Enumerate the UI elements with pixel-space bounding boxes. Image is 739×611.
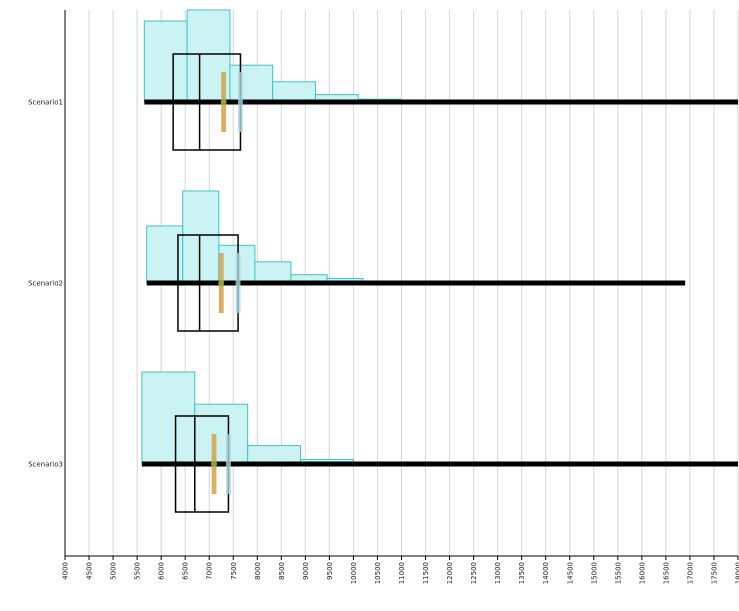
x-tick-label: 6500 (182, 562, 190, 580)
x-tick-label: 10000 (350, 562, 358, 584)
x-tick-label: 14500 (566, 562, 574, 584)
histogram-bar (142, 372, 195, 464)
histogram-bar (195, 404, 248, 464)
x-tick-label: 5500 (134, 562, 142, 580)
x-tick-label: 17000 (686, 562, 694, 584)
histogram-bar (144, 21, 187, 102)
histogram-bar (255, 262, 291, 283)
x-tick-label: 7000 (206, 562, 214, 580)
x-tick-label: 7500 (230, 562, 238, 580)
x-tick-label: 11000 (398, 562, 406, 584)
ci-bar (226, 434, 231, 494)
x-tick-label: 6000 (158, 562, 166, 580)
x-tick-label: 4000 (62, 562, 70, 580)
mean-point (221, 99, 227, 105)
histogram-bar (183, 191, 219, 283)
x-tick-label: 5000 (110, 562, 118, 580)
x-tick-label: 12000 (446, 562, 454, 584)
histogram-bar (248, 446, 301, 464)
ci-bar (236, 253, 241, 313)
y-tick-label: Scenario1 (28, 99, 63, 107)
x-tick-label: 16000 (638, 562, 646, 584)
x-tick-label: 18000 (735, 562, 739, 584)
x-tick-label: 8500 (278, 562, 286, 580)
x-tick-label: 17500 (710, 562, 718, 584)
series-scenario2 (147, 191, 685, 331)
series-group (142, 10, 738, 512)
x-tick-label: 4500 (86, 562, 94, 580)
mean-point (218, 280, 224, 286)
whisker-line (147, 281, 685, 286)
histogram-bar (273, 82, 316, 102)
x-tick-label: 12500 (470, 562, 478, 584)
x-tick-label: 14000 (542, 562, 550, 584)
x-tick-label: 15500 (614, 562, 622, 584)
whisker-line (142, 462, 738, 467)
histogram-bar (230, 65, 273, 102)
x-tick-label: 11500 (422, 562, 430, 584)
mean-point (211, 461, 217, 467)
ci-bar (238, 72, 243, 132)
x-tick-label: 8000 (254, 562, 262, 580)
x-tick-label: 13500 (518, 562, 526, 584)
x-tick-label: 9500 (326, 562, 334, 580)
series-scenario3 (142, 372, 738, 512)
y-tick-label: Scenario3 (28, 461, 63, 469)
axes: 4000 4500 5000 5500 6000 6500 7000 7500 8000 8500… (28, 10, 739, 584)
x-tick-label: 9000 (302, 562, 310, 580)
x-tick-label: 15000 (590, 562, 598, 584)
whisker-line (144, 100, 738, 105)
x-tick-label: 13000 (494, 562, 502, 584)
y-tick-label: Scenario2 (28, 280, 63, 288)
x-tick-label: 16500 (662, 562, 670, 584)
x-tick-label: 10500 (374, 562, 382, 584)
